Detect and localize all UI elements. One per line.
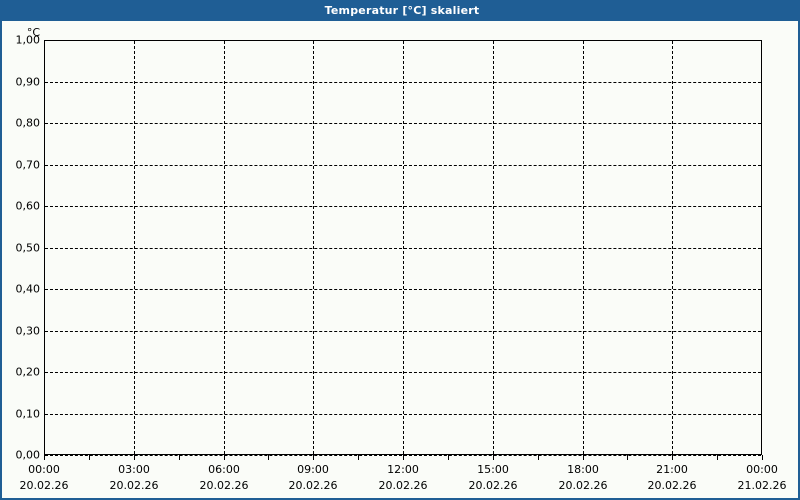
x-axis-tick-label: 21:00 20.02.26 <box>627 462 717 494</box>
x-axis-tick-mark <box>44 455 45 460</box>
gridline-vertical <box>313 41 314 454</box>
x-axis-tick-label: 00:00 20.02.26 <box>2 462 89 494</box>
x-axis-tick-date: 20.02.26 <box>199 479 249 492</box>
x-axis-tick-mark <box>89 455 90 460</box>
x-axis-tick-time: 15:00 <box>477 463 509 476</box>
plot-area <box>44 40 762 456</box>
plot-wrapper: °C 0,00 0,10 0,20 0,30 0,40 0,50 0,60 0,70 0,80 0… <box>2 21 798 498</box>
x-axis-tick-label: 18:00 20.02.26 <box>538 462 628 494</box>
x-axis-tick-mark <box>179 455 180 460</box>
x-axis-tick-mark <box>538 455 539 460</box>
x-axis-tick-date: 20.02.26 <box>109 479 159 492</box>
x-axis-minor-ticks <box>2 455 798 461</box>
x-axis-tick-time: 03:00 <box>118 463 150 476</box>
x-axis-tick-mark <box>762 455 763 460</box>
x-axis-tick-mark <box>313 455 314 460</box>
x-axis-tick-date: 20.02.26 <box>19 479 69 492</box>
x-axis-tick-date: 20.02.26 <box>468 479 518 492</box>
y-axis-tick-label: 0,80 <box>15 116 41 130</box>
x-axis-tick-label: 09:00 20.02.26 <box>268 462 358 494</box>
gridline-vertical <box>224 41 225 454</box>
x-axis-tick-time: 09:00 <box>297 463 329 476</box>
gridline-vertical <box>493 41 494 454</box>
y-axis-tick-label: 0,10 <box>15 407 41 421</box>
y-axis-tick-label: 1,00 <box>15 33 41 47</box>
x-axis-tick-mark <box>358 455 359 460</box>
gridline-vertical <box>134 41 135 454</box>
x-axis-tick-mark <box>448 455 449 460</box>
x-axis-tick-mark <box>224 455 225 460</box>
x-axis-tick-time: 00:00 <box>746 463 778 476</box>
x-axis-tick-time: 06:00 <box>208 463 240 476</box>
x-axis-labels: 00:00 20.02.26 03:00 20.02.26 06:00 20.02.26 0… <box>2 462 798 498</box>
x-axis-tick-mark <box>717 455 718 460</box>
x-axis-tick-mark <box>627 455 628 460</box>
x-axis-tick-date: 20.02.26 <box>647 479 697 492</box>
x-axis-tick-mark <box>403 455 404 460</box>
y-axis-tick-label: 0,70 <box>15 158 41 172</box>
x-axis-tick-time: 21:00 <box>656 463 688 476</box>
window-title-bar: Temperatur [°C] skaliert <box>2 0 798 21</box>
x-axis-tick-time: 18:00 <box>567 463 599 476</box>
y-axis-tick-label: 0,40 <box>15 282 41 296</box>
x-axis-tick-mark <box>134 455 135 460</box>
y-axis-tick-label: 0,00 <box>15 448 41 462</box>
page-title: Temperatur [°C] skaliert <box>324 4 480 17</box>
x-axis-tick-label: 00:00 21.02.26 <box>717 462 798 494</box>
gridline-horizontal <box>45 40 761 41</box>
y-axis-tick-label: 0,90 <box>15 75 41 89</box>
y-axis-unit-label: °C <box>26 26 40 39</box>
y-axis-tick-label: 0,50 <box>15 241 41 255</box>
x-axis-tick-label: 15:00 20.02.26 <box>448 462 538 494</box>
x-axis-tick-date: 20.02.26 <box>378 479 428 492</box>
x-axis-tick-mark <box>493 455 494 460</box>
x-axis-tick-date: 20.02.26 <box>558 479 608 492</box>
x-axis-tick-label: 06:00 20.02.26 <box>179 462 269 494</box>
y-axis-tick-label: 0,60 <box>15 199 41 213</box>
x-axis-tick-label: 03:00 20.02.26 <box>89 462 179 494</box>
x-axis-tick-mark <box>268 455 269 460</box>
x-axis-tick-time: 00:00 <box>28 463 60 476</box>
x-axis-tick-mark <box>672 455 673 460</box>
x-axis-tick-date: 20.02.26 <box>288 479 338 492</box>
y-axis-tick-label: 0,30 <box>15 324 41 338</box>
y-axis-labels: 0,00 0,10 0,20 0,30 0,40 0,50 0,60 0,70 0,80 0,90… <box>2 34 41 462</box>
x-axis-tick-mark <box>583 455 584 460</box>
gridline-vertical <box>672 41 673 454</box>
gridline-vertical <box>583 41 584 454</box>
y-axis-tick-label: 0,20 <box>15 365 41 379</box>
x-axis-tick-label: 12:00 20.02.26 <box>358 462 448 494</box>
x-axis-tick-date: 21.02.26 <box>737 479 787 492</box>
gridline-vertical <box>403 41 404 454</box>
x-axis-tick-time: 12:00 <box>387 463 419 476</box>
